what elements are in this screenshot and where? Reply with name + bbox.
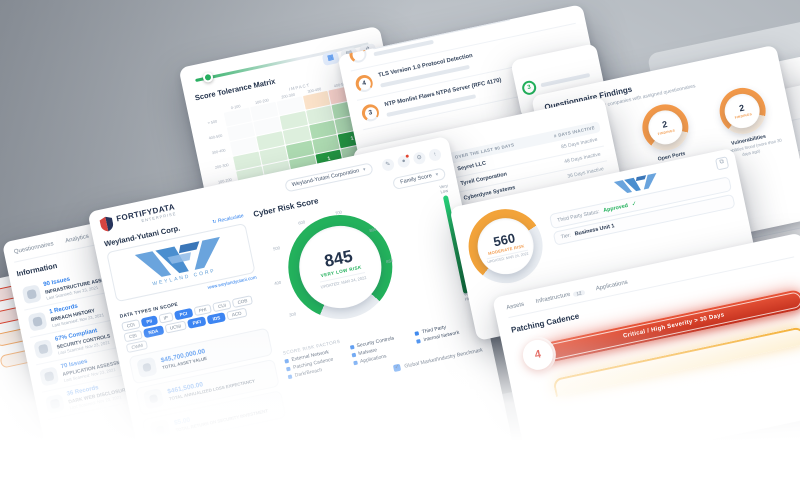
controls-icon xyxy=(33,338,54,360)
legend-dot-icon xyxy=(351,352,356,358)
tab-label: Infrastructure xyxy=(535,291,572,306)
gauge-tick-label: 600 xyxy=(297,219,306,226)
gauge-tick-label: 500 xyxy=(272,245,281,252)
matrix-row-label: > 500 xyxy=(207,119,218,126)
tab-assets[interactable]: Assets xyxy=(506,302,525,312)
gauge-label: FINDINGS xyxy=(657,128,676,137)
chevron-down-icon: ▾ xyxy=(435,171,439,179)
vendor-name: Seyret LLC xyxy=(456,160,487,173)
check-icon: ✓ xyxy=(631,201,638,208)
network-icon xyxy=(21,284,42,305)
matrix-row-label: 200-300 xyxy=(214,163,230,170)
data-type-chip[interactable]: IP xyxy=(157,312,174,324)
tab-label: Assets xyxy=(505,301,525,312)
vendor-score-gauge: 560 MODERATE RISK UPDATED: MAR 24, 2022 xyxy=(461,202,550,291)
matrix-row-label: 300-400 xyxy=(211,148,226,156)
data-type-chip[interactable]: CWM xyxy=(125,339,149,354)
legend-dot-icon xyxy=(286,366,291,372)
cyber-risk-gauge: 845 VERY LOW RISK UPDATED: MAR 24, 2022 … xyxy=(270,198,412,340)
finding-count: 4 xyxy=(357,76,372,91)
legend-dot-icon xyxy=(284,358,290,364)
gauge-tick-label: 300 xyxy=(288,311,297,318)
loss-expectancy-icon xyxy=(142,388,165,410)
gauge-tick-label: 400 xyxy=(273,279,282,287)
history-icon xyxy=(27,311,48,332)
gauge-value: 2 xyxy=(661,119,669,130)
tier-value: Business Unit 1 xyxy=(574,223,616,238)
benchmark-checkbox[interactable]: ✓ xyxy=(393,363,402,373)
main-dashboard-card: FORTIFYDATA ENTERPRISE Weyland-Yutani Co… xyxy=(87,135,519,480)
gauge-label: FINDINGS xyxy=(734,112,753,120)
data-type-chip[interactable]: PIFI xyxy=(186,316,207,329)
status-value: Approved xyxy=(602,202,629,214)
slider-handle[interactable] xyxy=(202,71,214,84)
tab-label: Applications xyxy=(595,279,629,293)
chevron-down-icon: ▾ xyxy=(362,166,367,173)
finding-gauge: 4 xyxy=(354,73,375,94)
tab-applications[interactable]: Applications xyxy=(595,280,628,293)
copy-icon[interactable]: ⧉ xyxy=(714,156,730,171)
matrix-row-label: 400-500 xyxy=(208,133,223,141)
legend-dot-icon xyxy=(352,360,358,366)
finding-count: 3 xyxy=(363,105,378,120)
gauge-value: 2 xyxy=(738,102,746,114)
data-type-chip[interactable]: ACD xyxy=(226,307,248,321)
tier-label: Tier: xyxy=(560,232,572,241)
data-type-chip[interactable]: COB xyxy=(231,295,254,309)
legend-dot-icon xyxy=(414,331,420,336)
legend-dot-icon xyxy=(287,374,293,380)
edit-icon[interactable]: ✎ xyxy=(380,157,396,172)
roi-icon xyxy=(149,419,171,441)
notifications-icon[interactable]: ● xyxy=(396,153,411,169)
scale-top-label: Very Low xyxy=(438,182,449,195)
shield-icon xyxy=(99,216,114,232)
legend-dot-icon xyxy=(349,344,355,350)
tab-questionnaires[interactable]: Questionnaires xyxy=(13,241,55,256)
darkweb-icon xyxy=(44,393,66,414)
status-label: Third Party Status: xyxy=(556,208,601,224)
data-type-chip[interactable]: NDA xyxy=(142,325,165,339)
apps-icon xyxy=(39,366,60,387)
settings-icon[interactable]: ⚙ xyxy=(412,150,427,165)
data-type-chip[interactable]: UCNI xyxy=(164,320,187,334)
asset-value-icon xyxy=(136,356,158,379)
tab-analytics[interactable]: Analytics xyxy=(64,233,90,245)
tab-badge: 12 xyxy=(572,289,585,297)
financial-text: $45,700,000.00 TOTAL ASSET VALUE xyxy=(160,348,208,371)
legend-dot-icon xyxy=(416,338,422,344)
data-type-chip[interactable]: IDS xyxy=(206,312,226,325)
export-icon[interactable]: ↑ xyxy=(427,147,443,162)
patching-banner-text: Critical / High Severity > 30 Days xyxy=(622,312,726,340)
finding-gauge: 3 xyxy=(360,102,381,123)
count-badge: 3 xyxy=(520,79,538,97)
gauge-tick-label: 850 xyxy=(385,257,394,265)
